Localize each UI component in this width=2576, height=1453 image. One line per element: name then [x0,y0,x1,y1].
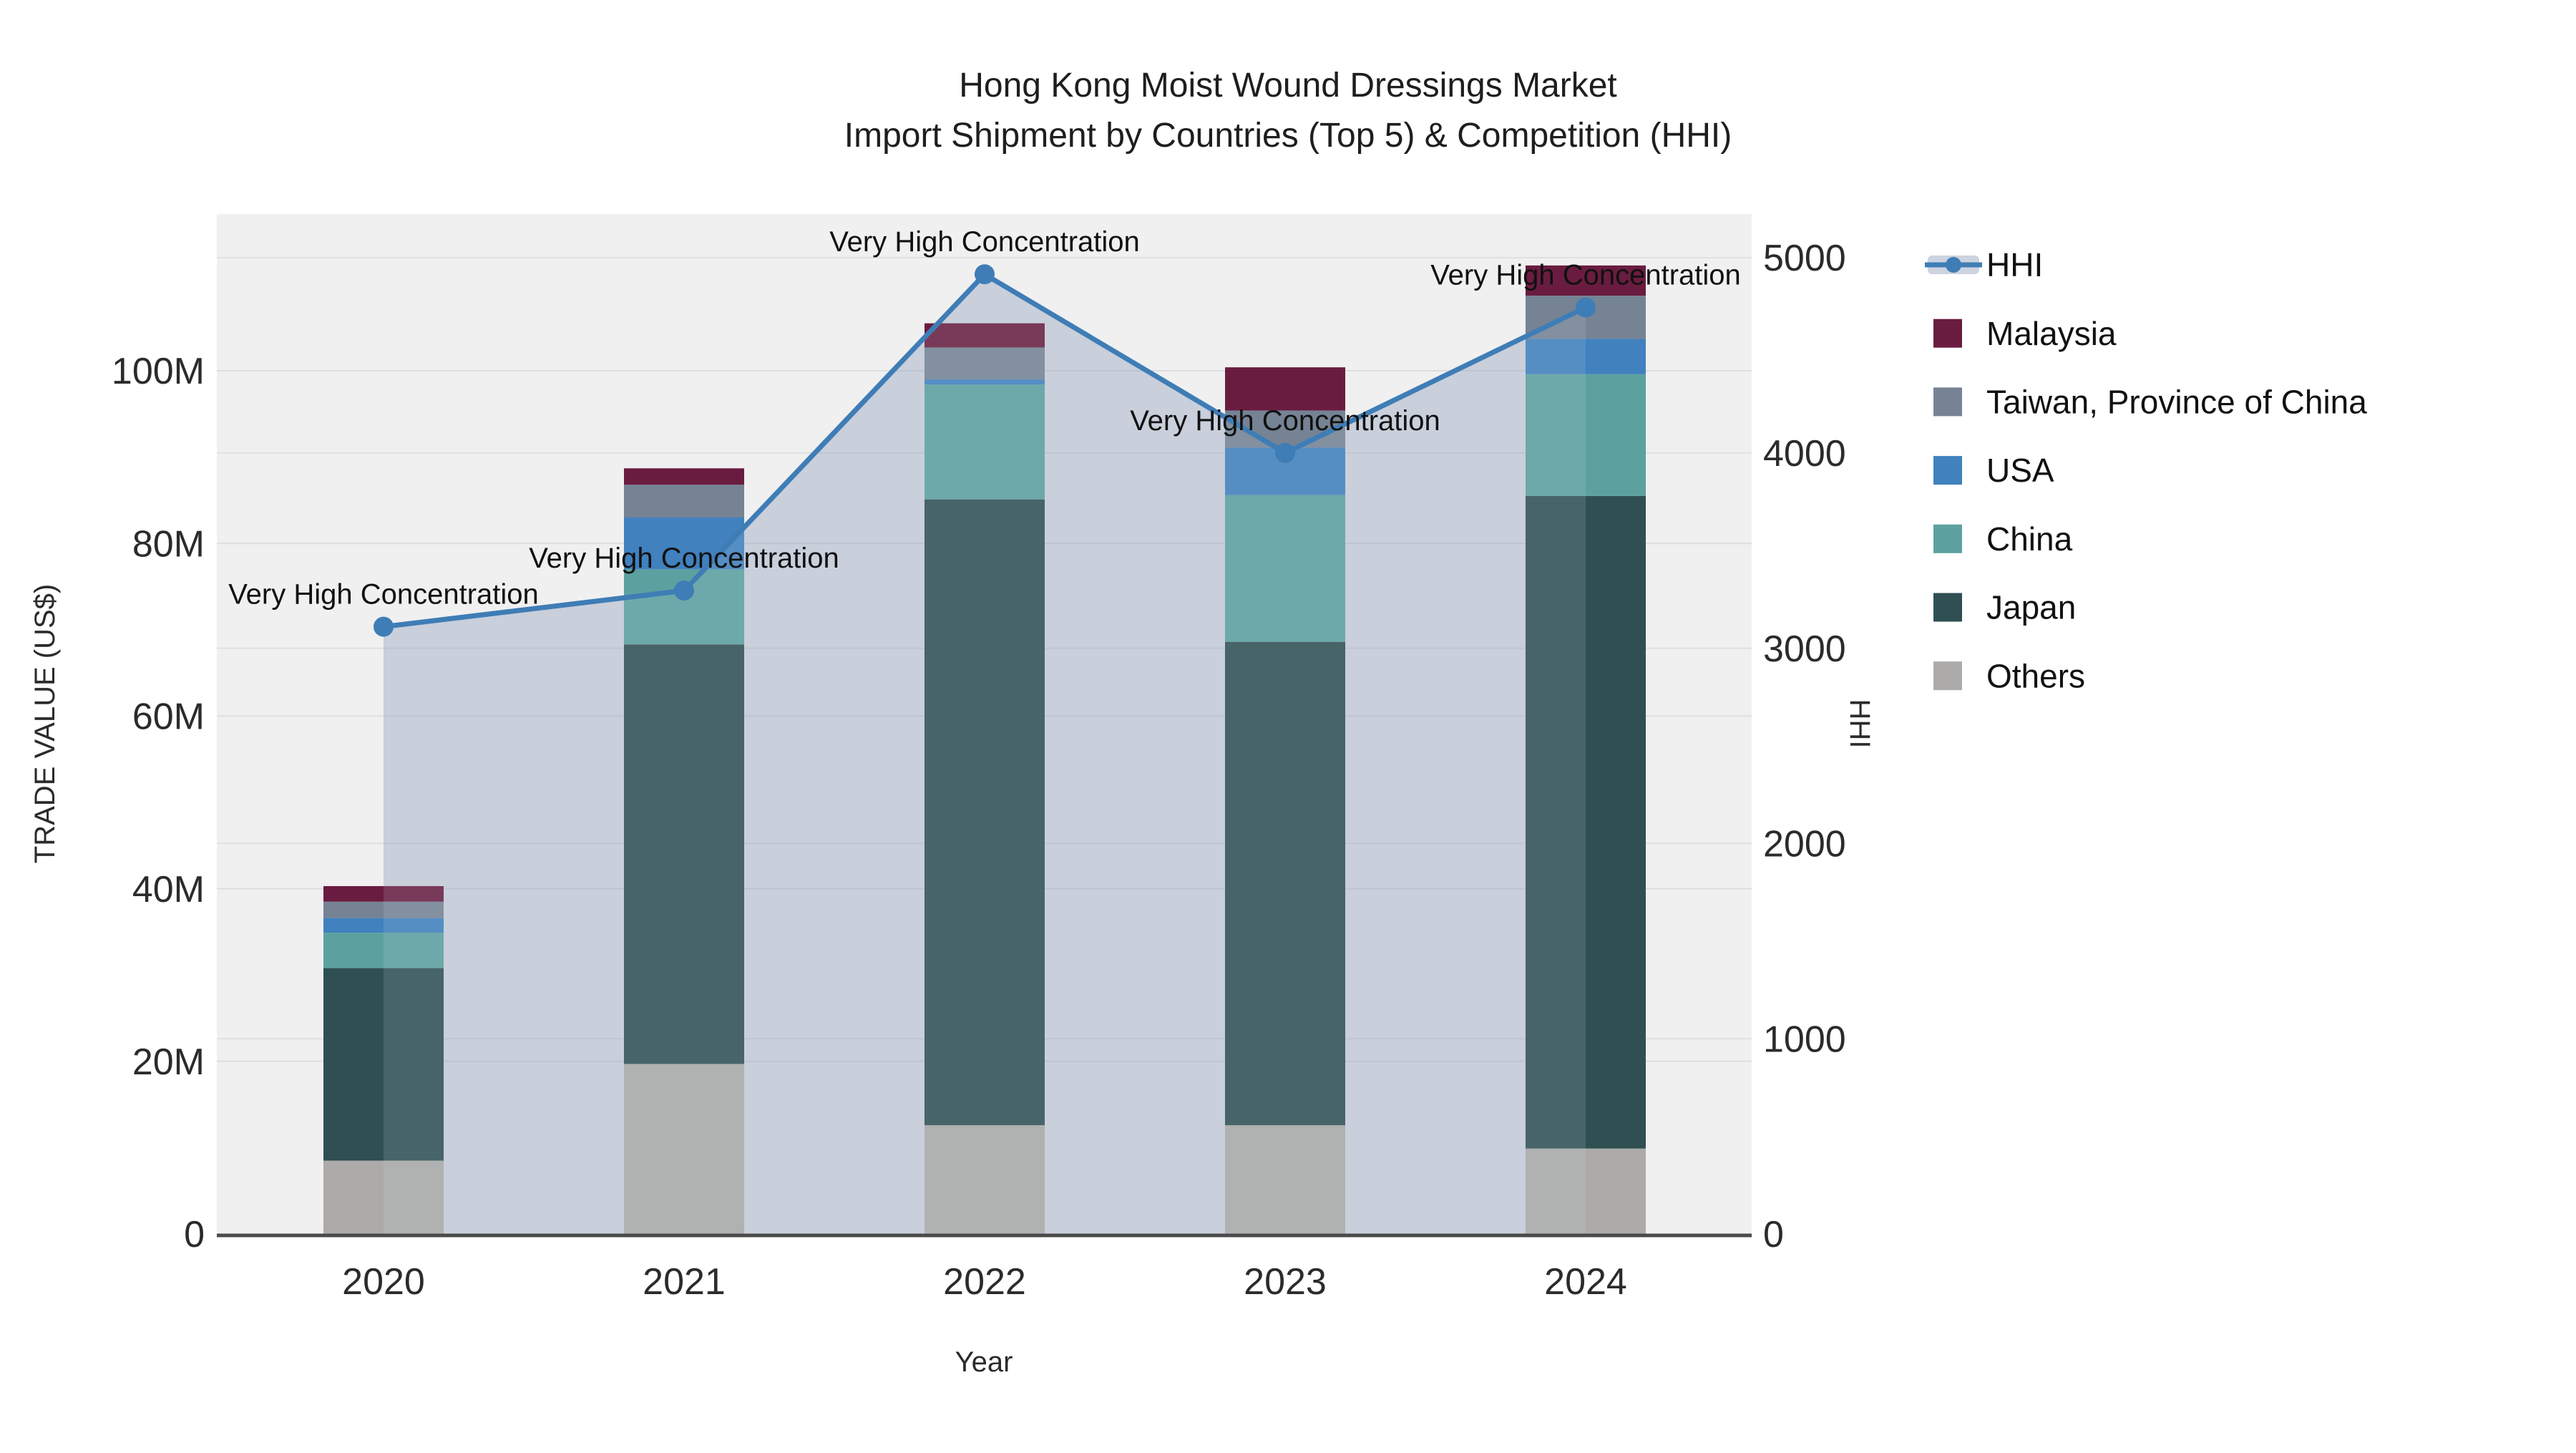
legend-item-china[interactable]: China [1933,520,2073,558]
hhi-line-layer [374,264,1596,637]
stacked-bars-layer [323,265,1646,1234]
bar-segment-2023-china[interactable] [1225,495,1345,642]
bar-segment-2024-china[interactable] [1526,374,1646,496]
legend-color-swatch [1933,319,1962,348]
annotation-layer: Very High Concentration Very High Concent… [228,226,1741,610]
bar-segment-2020-usa[interactable] [323,918,444,933]
x-tick-label-2023: 2023 [1244,1261,1327,1303]
bar-segment-2021-malaysia[interactable] [624,468,744,485]
bar-segment-2024-malaysia[interactable] [1526,265,1646,296]
legend-item-taiwan-province-of-china[interactable]: Taiwan, Province of China [1933,384,2367,421]
x-tick-label-2022: 2022 [943,1261,1026,1303]
y-left-tick-label: 100M [112,351,205,392]
hhi-point-2023[interactable] [1275,442,1295,463]
legend-label: Malaysia [1986,315,2117,352]
bar-segment-2022-taiwan-province-of-china[interactable] [924,347,1045,380]
hhi-point-2021[interactable] [674,580,694,601]
annotation-2021: Very High Concentration [529,543,839,574]
legend: HHI Malaysia Taiwan, Province of China USA C… [1925,246,2367,694]
x-tick-label-2020: 2020 [342,1261,425,1303]
x-tick-label-2024: 2024 [1544,1261,1627,1303]
bar-segment-2023-others[interactable] [1225,1125,1345,1234]
bar-segment-2022-japan[interactable] [924,499,1045,1126]
bar-segment-2020-japan[interactable] [323,968,444,1161]
bar-segment-2020-others[interactable] [323,1160,444,1234]
y-right-tick-label: 0 [1763,1214,1784,1255]
bar-segment-2021-japan[interactable] [624,644,744,1064]
x-tick-label-2021: 2021 [643,1261,726,1303]
bar-segment-2021-usa[interactable] [624,517,744,570]
hhi-point-2022[interactable] [975,264,995,285]
y-left-tick-label: 40M [132,869,205,910]
legend-item-japan[interactable]: Japan [1933,589,2076,626]
bar-segment-2020-taiwan-province-of-china[interactable] [323,901,444,918]
legend-label: HHI [1986,246,2043,283]
annotation-2023: Very High Concentration [1130,405,1440,437]
bar-segment-2023-japan[interactable] [1225,641,1345,1126]
y-right-tick-label: 1000 [1763,1019,1846,1060]
legend-color-swatch [1933,387,1962,417]
bar-segment-2022-others[interactable] [924,1125,1045,1234]
legend-label: Others [1986,657,2085,694]
bar-segment-2024-others[interactable] [1526,1148,1646,1234]
hhi-point-2020[interactable] [374,616,394,637]
y-right-tick-label: 5000 [1763,238,1846,279]
y-right-tick-label: 4000 [1763,433,1846,475]
chart-title-line1: Hong Kong Moist Wound Dressings Market [959,67,1617,105]
bar-segment-2021-taiwan-province-of-china[interactable] [624,485,744,518]
legend-color-swatch [1933,524,1962,553]
x-axis-title: Year [955,1346,1013,1378]
annotation-2020: Very High Concentration [228,579,539,611]
annotation-2024: Very High Concentration [1430,260,1741,291]
chart-title-line2: Import Shipment by Countries (Top 5) & C… [844,117,1732,155]
legend-hhi-marker-swatch [1946,257,1961,273]
legend-item-malaysia[interactable]: Malaysia [1933,315,2117,352]
bar-segment-2023-malaysia[interactable] [1225,367,1345,411]
y-left-tick-label: 0 [184,1214,205,1255]
hhi-point-2024[interactable] [1576,297,1596,318]
y-right-axis-title: HHI [1844,699,1875,749]
y-left-axis-title: TRADE VALUE (US$) [29,584,61,863]
legend-label: Taiwan, Province of China [1986,384,2367,421]
y-right-tick-label: 3000 [1763,628,1846,670]
y-right-tick-label: 2000 [1763,824,1846,865]
bar-segment-2020-malaysia[interactable] [323,885,444,902]
bar-segment-2020-china[interactable] [323,933,444,968]
bar-segment-2022-usa[interactable] [924,379,1045,385]
bar-segment-2022-china[interactable] [924,384,1045,500]
legend-label: China [1986,520,2073,558]
y-left-tick-label: 60M [132,696,205,738]
legend-color-swatch [1933,456,1962,485]
bar-segment-2022-malaysia[interactable] [924,323,1045,348]
annotation-2022: Very High Concentration [829,226,1140,258]
legend-item-hhi[interactable]: HHI [1925,246,2043,283]
legend-item-usa[interactable]: USA [1933,452,2054,489]
legend-label: Japan [1986,589,2076,626]
y-left-tick-label: 20M [132,1041,205,1083]
legend-label: USA [1986,452,2054,489]
tick-label-layer: 0 20M 40M 60M 80M 100M 0 1000 2000 3000 4000 5000 20… [112,238,1846,1303]
bar-segment-2024-japan[interactable] [1526,495,1646,1149]
legend-item-others[interactable]: Others [1933,657,2085,694]
bar-segment-2021-others[interactable] [624,1064,744,1234]
legend-color-swatch [1933,593,1962,622]
bar-segment-2024-usa[interactable] [1526,339,1646,374]
hhi-area-overlay-layer [384,274,1586,1234]
y-left-tick-label: 80M [132,523,205,565]
hhi-area-overlay [384,274,1586,1234]
legend-color-swatch [1933,661,1962,691]
